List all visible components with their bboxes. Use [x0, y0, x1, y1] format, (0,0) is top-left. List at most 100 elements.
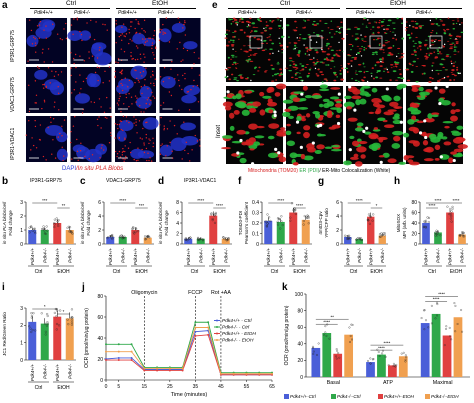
mito-signal [224, 37, 228, 39]
data-point [349, 334, 352, 337]
er-signal [323, 58, 327, 61]
bar [333, 353, 343, 377]
mito-signal [408, 62, 411, 65]
pla-blob [82, 80, 85, 83]
pla-blob [121, 69, 123, 71]
series-line [106, 334, 272, 376]
pla-blob [55, 71, 57, 73]
mito-signal [365, 47, 367, 50]
y-tick-label: 1 [20, 228, 23, 234]
data-point [322, 333, 325, 336]
er-signal [439, 19, 442, 21]
mito-signal [398, 57, 403, 59]
pla-blob [128, 92, 130, 95]
mito-signal [305, 64, 309, 66]
pla-blob [74, 116, 76, 118]
mito-signal [448, 157, 454, 164]
data-point [371, 219, 374, 222]
mito-signal [389, 53, 394, 56]
mito-signal [303, 125, 311, 131]
pla-blob [163, 129, 165, 131]
coloc-signal [443, 76, 446, 79]
mito-signal [333, 33, 336, 35]
er-signal [269, 48, 273, 50]
mito-signal [423, 158, 434, 162]
data-point [57, 222, 60, 225]
pla-blob [90, 19, 92, 22]
legend-label: Pdk4-/--Ctrl [337, 394, 361, 399]
pla-blob [102, 149, 105, 151]
coloc-signal [273, 110, 277, 114]
data-point [201, 239, 205, 242]
pla-blob [151, 70, 154, 73]
er-signal [306, 48, 308, 50]
pla-blob [128, 121, 130, 124]
mito-signal [442, 23, 446, 26]
mito-signal [340, 78, 344, 81]
er-signal [364, 131, 372, 135]
pla-blob [124, 158, 126, 160]
data-point [372, 358, 375, 360]
pla-blob [151, 42, 154, 44]
pla-blob [30, 149, 32, 151]
mito-signal [382, 52, 386, 54]
mito-signal [386, 71, 390, 74]
pla-blob [101, 144, 103, 146]
mito-signal [252, 54, 257, 56]
mito-signal [222, 101, 233, 107]
pla-blob [151, 47, 153, 50]
data-point [357, 237, 360, 240]
mito-signal [446, 76, 450, 78]
er-signal [354, 33, 359, 35]
pla-blob [143, 151, 146, 154]
nucleus [135, 96, 152, 109]
group-label: Ctrl [113, 269, 121, 275]
pla-blob [121, 89, 124, 92]
data-point [289, 219, 292, 222]
pla-blob [45, 37, 48, 39]
mito-signal [230, 73, 234, 76]
pla-blob [31, 43, 34, 45]
data-point [184, 238, 187, 241]
panel-a-label: a [2, 0, 8, 11]
bar [442, 335, 452, 377]
mito-signal [453, 54, 457, 56]
significance-label: **** [216, 203, 223, 208]
pla-blob [125, 96, 128, 99]
pla-blob [106, 29, 108, 31]
mito-signal [307, 72, 311, 75]
mito-signal [455, 35, 460, 38]
mito-signal [438, 79, 442, 81]
pla-blob [193, 51, 195, 54]
coloc-signal [451, 62, 453, 65]
mito-signal [274, 92, 281, 97]
pla-blob [80, 33, 83, 36]
er-signal [424, 39, 428, 41]
mito-signal [225, 29, 229, 31]
data-point [446, 205, 449, 208]
pla-blob [141, 138, 143, 140]
mito-signal [401, 17, 404, 20]
y-tick-label: 3 [20, 306, 23, 312]
y-tick-label: 40 [411, 221, 417, 227]
er-signal [393, 27, 396, 30]
data-point [317, 342, 320, 345]
er-signal [277, 61, 279, 64]
er-signal [351, 45, 354, 47]
pla-blob [199, 145, 201, 147]
er-signal [265, 26, 267, 29]
pla-blob [145, 102, 148, 105]
er-signal [460, 31, 464, 34]
nucleus [171, 23, 186, 33]
mito-signal [247, 45, 252, 46]
pla-blob [93, 101, 96, 104]
data-point [355, 238, 358, 241]
data-point [312, 346, 315, 349]
mito-signal [430, 23, 435, 25]
mito-signal [437, 73, 440, 75]
mito-signal [444, 125, 450, 129]
er-signal [448, 33, 451, 35]
x-axis-label: Time (minutes) [171, 392, 208, 398]
mito-signal [245, 20, 250, 23]
pla-blob [160, 144, 162, 147]
